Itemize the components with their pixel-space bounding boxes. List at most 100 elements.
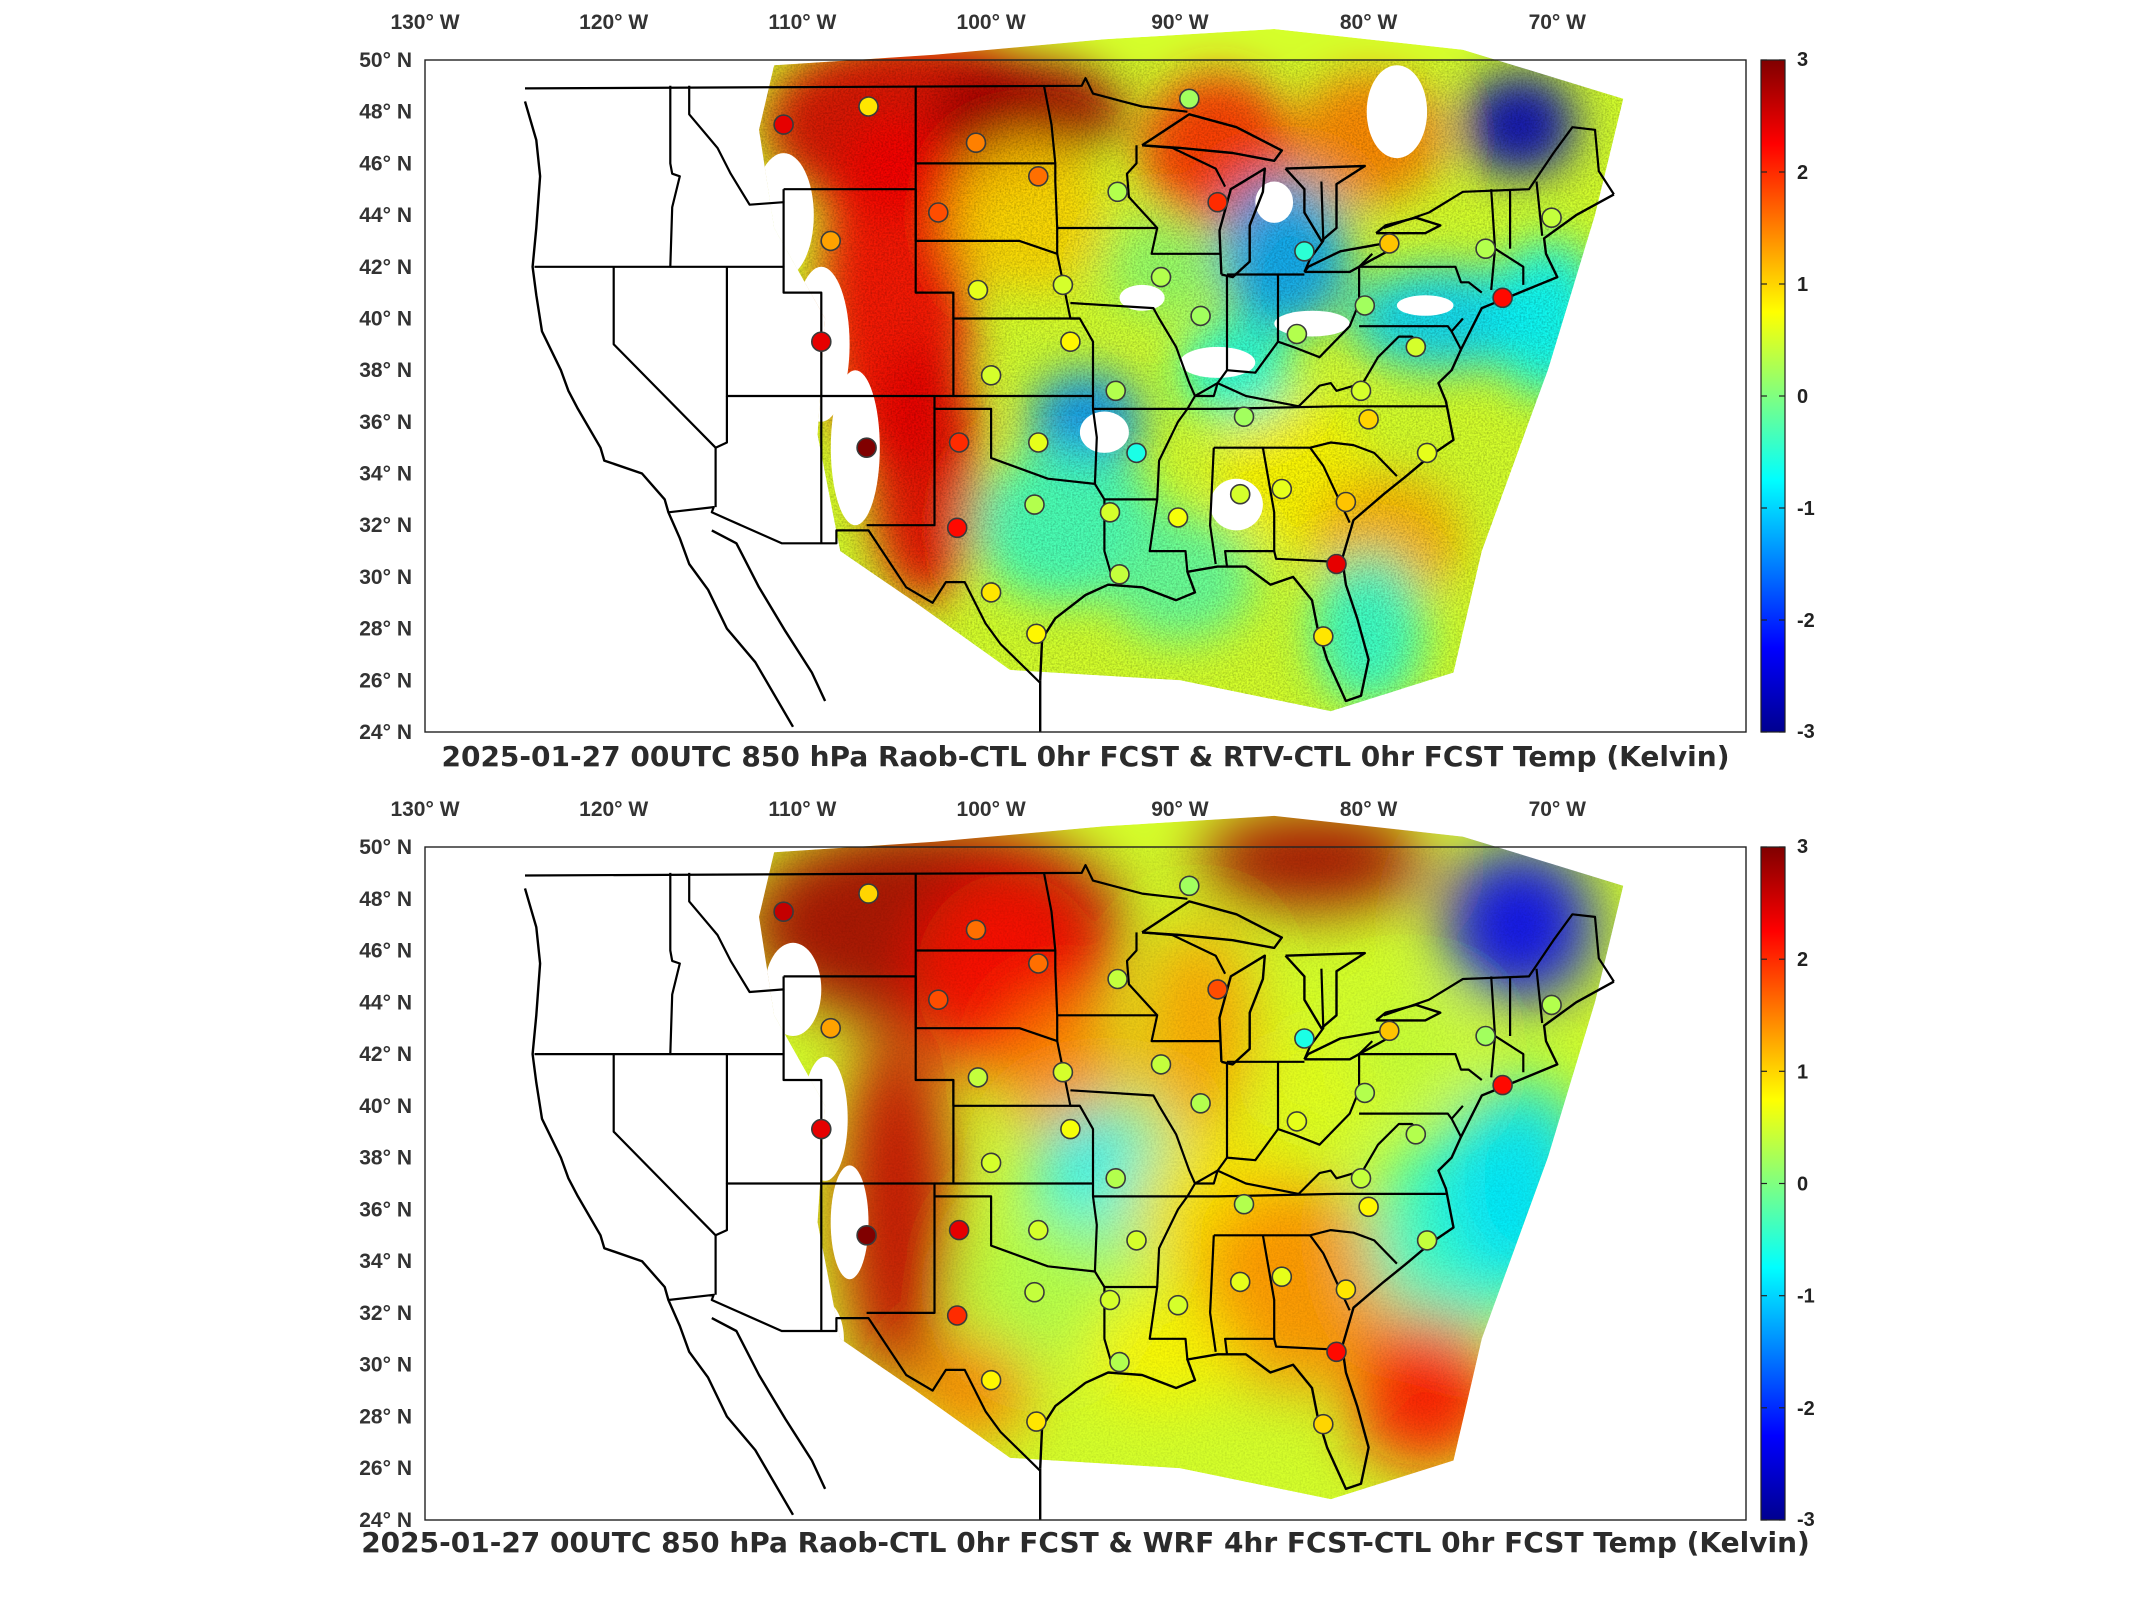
- state-border: [614, 267, 716, 507]
- latitude-tick-label: 38° N: [359, 1147, 412, 1170]
- latitude-tick-label: 34° N: [359, 463, 412, 486]
- colorbar: 3 2 1 0 -1 -2 -3: [1761, 836, 1815, 1531]
- latitude-tick-label: 26° N: [359, 669, 412, 692]
- raob-station-marker: [1295, 1029, 1314, 1048]
- raob-station-marker: [1108, 970, 1127, 989]
- longitude-tick-label: 130° W: [390, 11, 459, 34]
- raob-station-marker: [950, 433, 969, 452]
- raob-station-marker: [950, 1221, 969, 1240]
- state-border: [535, 873, 680, 1054]
- latitude-tick-label: 50° N: [359, 49, 412, 72]
- colorbar-tick-label: 3: [1797, 49, 1808, 71]
- panel-title: 2025-01-27 00UTC 850 hPa Raob-CTL 0hr FC…: [361, 1526, 1810, 1559]
- missing-data-patch: [1080, 412, 1129, 453]
- state-border: [614, 1054, 716, 1295]
- raob-station-marker: [1208, 980, 1227, 999]
- latitude-tick-label: 44° N: [359, 204, 412, 227]
- raob-station-marker: [929, 203, 948, 222]
- latitude-tick-label: 42° N: [359, 256, 412, 279]
- raob-station-marker: [1231, 485, 1250, 504]
- colorbar-tick-label: -2: [1797, 1398, 1815, 1420]
- raob-station-marker: [1314, 627, 1333, 646]
- raob-station-marker: [1053, 275, 1072, 294]
- coastline: [525, 888, 793, 1514]
- raob-station-marker: [1025, 495, 1044, 514]
- raob-station-marker: [1152, 268, 1171, 287]
- raob-station-marker: [1493, 1076, 1512, 1095]
- raob-station-marker: [1235, 407, 1254, 426]
- longitude-tick-label: 70° W: [1529, 11, 1587, 34]
- raob-station-marker: [1061, 332, 1080, 351]
- longitude-tick-label: 90° W: [1151, 798, 1209, 821]
- raob-station-marker: [968, 1068, 987, 1087]
- latitude-tick-label: 34° N: [359, 1250, 412, 1273]
- raob-station-marker: [1272, 1267, 1291, 1286]
- latitude-tick-label: 28° N: [359, 1406, 412, 1429]
- raob-station-marker: [857, 1226, 876, 1245]
- longitude-labels: 130° W 120° W 110° W 100° W 90° W 80° W 70° W: [390, 11, 1586, 34]
- latitude-tick-label: 44° N: [359, 991, 412, 1014]
- longitude-tick-label: 110° W: [768, 11, 836, 34]
- raob-station-marker: [1029, 1221, 1048, 1240]
- raob-station-marker: [1380, 234, 1399, 253]
- longitude-tick-label: 120° W: [579, 11, 648, 34]
- raob-station-marker: [1027, 624, 1046, 643]
- raob-station-marker: [1352, 1169, 1371, 1188]
- longitude-tick-label: 120° W: [579, 798, 648, 821]
- raob-station-marker: [1110, 565, 1129, 584]
- raob-station-marker: [1355, 1083, 1374, 1102]
- raob-station-marker: [1127, 443, 1146, 462]
- longitude-tick-label: 80° W: [1340, 798, 1398, 821]
- raob-station-marker: [859, 884, 878, 903]
- colorbar-tick-label: 2: [1797, 949, 1808, 971]
- raob-station-marker: [1355, 296, 1374, 315]
- colorbar: 3 2 1 0 -1 -2 -3: [1761, 49, 1815, 743]
- bottom-map-panel: 130° W 120° W 110° W 100° W 90° W 80° W 70° W 5…: [359, 798, 1815, 1559]
- raob-station-marker: [1106, 381, 1125, 400]
- raob-station-marker: [1352, 381, 1371, 400]
- missing-data-patch: [1180, 347, 1255, 378]
- latitude-tick-label: 50° N: [359, 836, 412, 859]
- raob-station-marker: [1110, 1353, 1129, 1372]
- temperature-difference-field: [425, 29, 1746, 732]
- latitude-tick-label: 48° N: [359, 888, 412, 911]
- raob-station-marker: [1359, 410, 1378, 429]
- colorbar-tick-label: -1: [1797, 498, 1815, 520]
- raob-station-marker: [967, 133, 986, 152]
- raob-station-marker: [1327, 555, 1346, 574]
- raob-station-marker: [1169, 508, 1188, 527]
- raob-station-marker: [948, 518, 967, 537]
- raob-station-marker: [1108, 182, 1127, 201]
- raob-station-marker: [1106, 1169, 1125, 1188]
- raob-station-marker: [1025, 1283, 1044, 1302]
- longitude-tick-label: 130° W: [390, 798, 459, 821]
- raob-station-marker: [812, 1120, 831, 1139]
- raob-station-marker: [774, 902, 793, 921]
- raob-station-marker: [1542, 208, 1561, 227]
- raob-station-marker: [1053, 1063, 1072, 1082]
- raob-station-marker: [1406, 1125, 1425, 1144]
- raob-station-marker: [859, 97, 878, 116]
- latitude-tick-label: 46° N: [359, 152, 412, 175]
- latitude-tick-label: 28° N: [359, 618, 412, 641]
- raob-station-marker: [1493, 288, 1512, 307]
- raob-station-marker: [1101, 1291, 1120, 1310]
- raob-station-marker: [1336, 493, 1355, 512]
- missing-data-patch: [1367, 65, 1427, 158]
- colorbar-tick-label: 0: [1797, 386, 1808, 408]
- missing-data-patch: [803, 1057, 848, 1181]
- colorbar-tick-label: 1: [1797, 1061, 1808, 1083]
- raob-station-marker: [1235, 1195, 1254, 1214]
- raob-station-marker: [821, 231, 840, 250]
- raob-station-marker: [1029, 954, 1048, 973]
- raob-station-marker: [1476, 1027, 1495, 1046]
- raob-station-marker: [1359, 1197, 1378, 1216]
- raob-station-marker: [1295, 242, 1314, 261]
- colorbar-tick-label: -1: [1797, 1286, 1815, 1308]
- raob-station-marker: [1231, 1272, 1250, 1291]
- raob-station-marker: [967, 920, 986, 939]
- latitude-tick-label: 24° N: [359, 721, 412, 744]
- raob-station-marker: [968, 281, 987, 300]
- coastline: [712, 1318, 825, 1489]
- raob-station-marker: [1406, 337, 1425, 356]
